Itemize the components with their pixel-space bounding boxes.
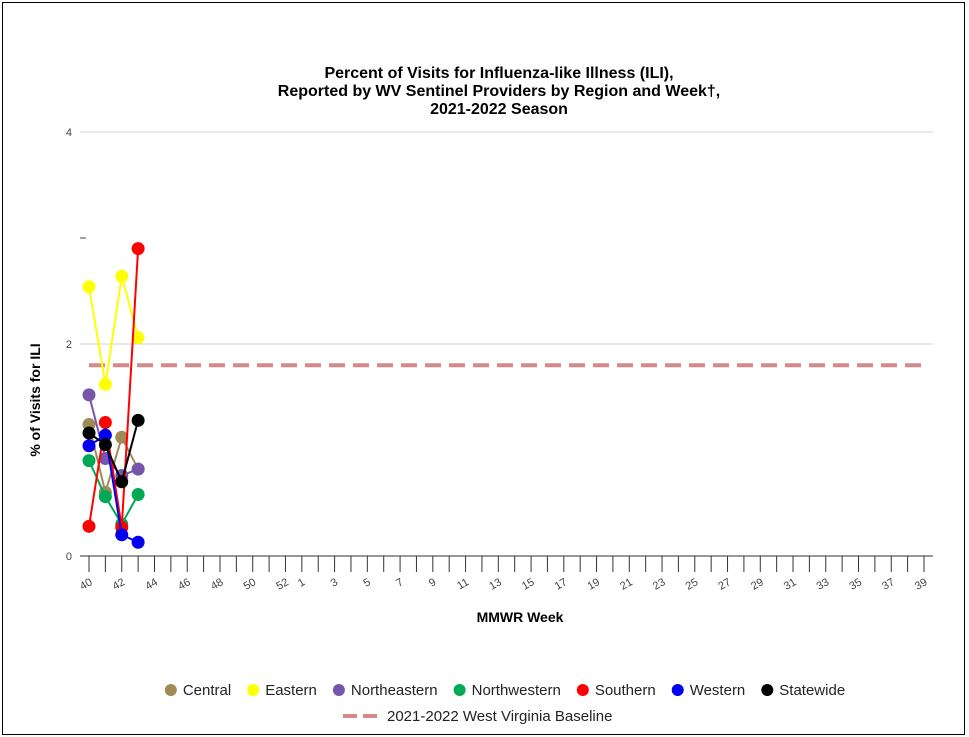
x-tick-label: 39 (913, 576, 930, 593)
legend-item-northeastern[interactable]: Northeastern (332, 682, 438, 699)
x-tick-label: 15 (520, 576, 537, 593)
legend: Central Eastern Northeastern Northwestern So… (164, 682, 845, 725)
legend-marker (671, 684, 684, 696)
x-tick-label: 33 (815, 576, 832, 593)
data-point[interactable] (115, 430, 129, 444)
x-tick-label: 46 (176, 576, 193, 593)
y-tick-labels: 0 2 4 (66, 127, 86, 563)
data-point[interactable] (82, 388, 96, 402)
data-point[interactable] (131, 242, 145, 256)
x-tick-label: 31 (782, 576, 799, 593)
x-tick-label: 1 (296, 576, 307, 589)
legend-item-eastern[interactable]: Eastern (247, 682, 317, 699)
x-tick-label: 42 (111, 576, 128, 593)
legend-marker (761, 684, 774, 696)
y-tick-label: 4 (66, 127, 72, 139)
series-western (82, 428, 145, 549)
x-tick-label: 11 (455, 576, 471, 592)
title-line-1: Percent of Visits for Influenza-like Ill… (324, 65, 673, 82)
data-point[interactable] (98, 490, 112, 504)
data-point[interactable] (98, 377, 112, 391)
data-point[interactable] (98, 438, 112, 452)
data-point[interactable] (82, 439, 96, 453)
legend-item-northwestern[interactable]: Northwestern (453, 682, 561, 699)
title-line-3: 2021-2022 Season (430, 101, 568, 118)
series-line (88, 248, 140, 528)
data-point[interactable] (115, 269, 129, 283)
x-tick-label: 40 (78, 576, 95, 593)
series-line (88, 433, 139, 544)
series-southern (82, 242, 145, 534)
series-eastern (82, 269, 145, 391)
x-tick-label: 17 (553, 576, 570, 593)
x-tick-label: 13 (487, 576, 504, 593)
data-point[interactable] (131, 331, 145, 345)
series-group (82, 242, 145, 549)
x-tick-label: 3 (329, 576, 340, 589)
legend-item-southern[interactable]: Southern (576, 682, 656, 699)
legend-label: Northwestern (472, 682, 561, 699)
legend-marker (453, 684, 466, 696)
x-tick-label: 50 (242, 576, 259, 593)
data-point[interactable] (115, 528, 129, 542)
legend-label: 2021-2022 West Virginia Baseline (387, 708, 612, 725)
legend-label: Statewide (779, 682, 845, 699)
x-tick-label: 52 (274, 576, 291, 593)
data-point[interactable] (98, 428, 112, 442)
x-axis-title: MMWR Week (477, 609, 564, 625)
x-tick-label: 48 (209, 576, 226, 593)
data-point[interactable] (131, 462, 145, 476)
data-point[interactable] (131, 488, 145, 502)
legend-label: Southern (595, 682, 656, 699)
data-point[interactable] (82, 280, 96, 294)
legend-label: Western (690, 682, 746, 699)
y-tick-label: 0 (66, 551, 72, 563)
legend-item-central[interactable]: Central (164, 682, 231, 699)
legend-label: Eastern (265, 682, 317, 699)
x-tick-label: 7 (394, 576, 405, 589)
data-point[interactable] (98, 415, 112, 429)
title-line-2: Reported by WV Sentinel Providers by Reg… (278, 83, 720, 100)
legend-marker (332, 684, 345, 696)
x-tick-label: 9 (427, 576, 438, 589)
legend-label: Central (183, 682, 231, 699)
data-point[interactable] (115, 475, 129, 489)
legend-marker (247, 684, 260, 696)
x-tick-label: 23 (651, 576, 668, 593)
series-statewide (82, 413, 145, 489)
x-tick-label: 29 (749, 576, 766, 593)
series-line (88, 394, 139, 477)
legend-label: Northeastern (351, 682, 438, 699)
legend-item-western[interactable]: Western (671, 682, 746, 699)
x-tick-label: 5 (362, 576, 373, 589)
x-axis: 40 42 44 46 48 50 52 1 3 5 7 9 11 13 15 17 19 21 23 25 27 29 3… (78, 555, 933, 593)
legend-item-baseline[interactable]: 2021-2022 West Virginia Baseline (343, 708, 612, 725)
data-point[interactable] (131, 535, 145, 549)
data-point[interactable] (82, 454, 96, 468)
data-point[interactable] (82, 426, 96, 440)
x-tick-label: 21 (618, 576, 635, 593)
x-tick-label: 37 (880, 576, 897, 593)
x-tick-label: 19 (585, 576, 602, 593)
x-tick-label: 27 (716, 576, 733, 593)
x-tick-label: 35 (847, 576, 864, 593)
series-line (88, 420, 140, 485)
data-point[interactable] (82, 519, 96, 533)
chart-title: Percent of Visits for Influenza-like Ill… (278, 65, 720, 118)
x-tick-label: 44 (143, 576, 160, 593)
y-tick-label: 2 (66, 339, 72, 351)
legend-marker (576, 684, 589, 696)
legend-marker (164, 684, 177, 696)
legend-item-statewide[interactable]: Statewide (761, 682, 845, 699)
series-line (88, 275, 140, 385)
data-point[interactable] (131, 413, 145, 427)
y-axis-title: % of Visits for ILI (27, 343, 43, 456)
gridlines (80, 131, 933, 345)
x-tick-label: 25 (684, 576, 701, 593)
